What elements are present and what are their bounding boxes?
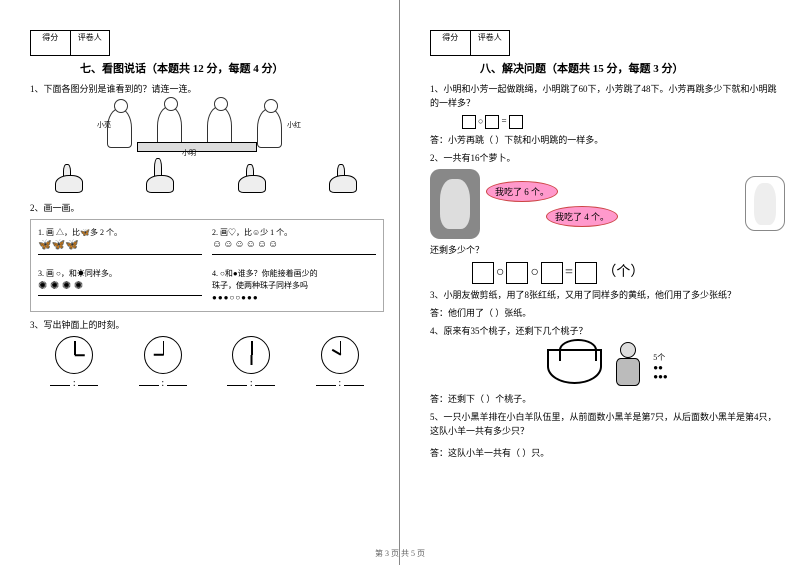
q8-4-ans: 答：还剩下（ ）个桃子。 [430, 392, 785, 406]
child-label-2: 小明 [182, 148, 196, 158]
grader-label: 评卷人 [471, 31, 510, 55]
kid-icon [610, 342, 645, 392]
cell-3: 3. 画 ○，和☀同样多。 ✺ ✺ ✺ ✺ [35, 265, 205, 307]
scorebox: 得分 评卷人 [30, 30, 110, 56]
beads-row: ●●●○○●●● [212, 292, 376, 304]
q7-3: 3、写出钟面上的时刻。 [30, 318, 384, 332]
grader-label: 评卷人 [71, 31, 110, 55]
clock-2: : [139, 336, 187, 389]
q8-1-eq: ○= [460, 114, 785, 129]
clock-colon: : [250, 378, 253, 389]
clock-colon: : [161, 378, 164, 389]
clock-3: : [227, 336, 275, 389]
clock-1: : [50, 336, 98, 389]
cell-2-text: 2. 画♡，比☺少 1 个。 [212, 227, 376, 239]
rabbit-row: 我吃了 6 个。 我吃了 4 个。 [430, 169, 785, 239]
scorebox: 得分 评卷人 [430, 30, 510, 56]
q8-2-eq: ○○= （个） [470, 261, 785, 284]
basket-icon [547, 349, 602, 384]
draw-grid: 1. 画 △，比🦋多 2 个。 🦋🦋🦋 2. 画♡，比☺少 1 个。 ☺☺☺☺☺… [30, 219, 384, 312]
cell-1: 1. 画 △，比🦋多 2 个。 🦋🦋🦋 [35, 224, 205, 261]
cell-2: 2. 画♡，比☺少 1 个。 ☺☺☺☺☺☺ [209, 224, 379, 261]
dino-icon [142, 159, 180, 197]
cell-4-text-a: 4. ○和●谁多？你能接着画少的 [212, 268, 376, 280]
clock-colon: : [338, 378, 341, 389]
q7-2: 2、画一画。 [30, 201, 384, 215]
child-label-1: 小亮 [97, 120, 111, 130]
q8-1-ans: 答：小芳再跳（ ）下就和小明跳的一样多。 [430, 133, 785, 147]
dino-icon [234, 159, 272, 197]
children-figure: 小亮 小明 小红 [30, 100, 384, 155]
right-column: 得分 评卷人 八、解决问题（本题共 15 分，每题 3 分） 1、小明和小芳一起… [400, 0, 800, 565]
cell-4-text-b: 珠子，使两种珠子同样多吗 [212, 280, 376, 292]
clocks-row: : : : : [30, 336, 384, 389]
left-column: 得分 评卷人 七、看图说话（本题共 12 分，每题 4 分） 1、下面各图分别是… [0, 0, 400, 565]
score-label: 得分 [31, 31, 71, 55]
rabbit-1-icon [430, 169, 480, 239]
section-7-title: 七、看图说话（本题共 12 分，每题 4 分） [80, 60, 384, 76]
rabbit-2-icon [745, 176, 785, 231]
eq-unit: （个） [602, 265, 644, 280]
peaches-icon: 5个●●●●● [653, 352, 668, 381]
section-8-title: 八、解决问题（本题共 15 分，每题 3 分） [480, 60, 785, 76]
q8-2: 2、一共有16个萝卜。 [430, 151, 785, 165]
page-footer: 第 3 页 共 5 页 [0, 548, 800, 559]
cell-1-text: 1. 画 △，比🦋多 2 个。 [38, 227, 202, 239]
q8-3-ans: 答：他们用了（ ）张纸。 [430, 306, 785, 320]
speech-bubble-2: 我吃了 4 个。 [546, 206, 618, 227]
peach-count-label: 5个 [653, 353, 665, 362]
q8-3: 3、小朋友做剪纸，用了8张红纸，又用了同样多的黄纸，他们用了多少张纸？ [430, 288, 785, 302]
q8-5-ans: 答：这队小羊一共有（ ）只。 [430, 446, 785, 460]
dino-icon [325, 159, 363, 197]
q8-4: 4、原来有35个桃子，还剩下几个桃子？ [430, 324, 785, 338]
basket-row: 5个●●●●● [430, 342, 785, 392]
clock-colon: : [73, 378, 76, 389]
child-label-3: 小红 [287, 120, 301, 130]
speech-bubble-1: 我吃了 6 个。 [486, 181, 558, 202]
q8-1: 1、小明和小芳一起做跳绳，小明跳了60下，小芳跳了48下。小芳再跳多少下就和小明… [430, 82, 785, 110]
q7-1: 1、下面各图分别是谁看到的？请连一连。 [30, 82, 384, 96]
dino-icon [51, 159, 89, 197]
cell-3-text: 3. 画 ○，和☀同样多。 [38, 268, 202, 280]
clock-4: : [316, 336, 364, 389]
q8-2-remain: 还剩多少个？ [430, 243, 785, 257]
score-label: 得分 [431, 31, 471, 55]
cell-4: 4. ○和●谁多？你能接着画少的 珠子，使两种珠子同样多吗 ●●●○○●●● [209, 265, 379, 307]
smiles-row: ☺☺☺☺☺☺ [212, 239, 376, 251]
q8-5: 5、一只小黑羊排在小白羊队伍里，从前面数小黑羊是第7只，从后面数小黑羊是第4只，… [430, 410, 785, 438]
dino-row [30, 159, 384, 197]
